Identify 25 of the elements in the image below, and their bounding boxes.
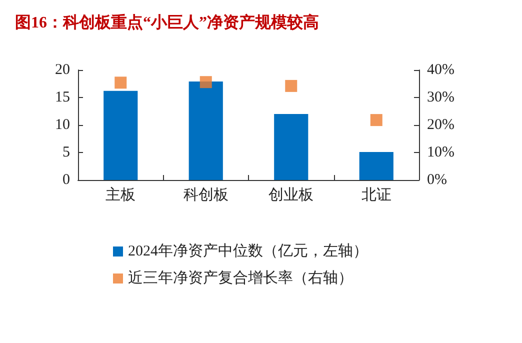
bar: [274, 114, 308, 180]
y2-tick-label: 20%: [427, 117, 454, 133]
y-tick-label: 0: [62, 172, 70, 188]
y-tick-label: 20: [55, 62, 70, 78]
chart-title: 图16：科创板重点“小巨人”净资产规模较高: [15, 12, 319, 32]
point: [200, 76, 212, 88]
x-tick-label: 主板: [106, 186, 136, 204]
point: [370, 114, 382, 126]
bar: [188, 82, 223, 180]
y-tick-label: 10: [55, 117, 70, 133]
bar: [104, 90, 138, 180]
legend-label: 2024年净资产中位数（亿元，左轴）: [128, 242, 368, 260]
y2-tick-label: 30%: [427, 90, 454, 106]
legend-label: 近三年净资产复合增长率（右轴）: [128, 270, 353, 286]
y2-tick-label: 40%: [427, 62, 454, 78]
y2-tick-label: 0%: [427, 172, 447, 188]
point: [285, 80, 298, 92]
point: [114, 76, 127, 89]
x-tick-label: 北证: [361, 186, 392, 204]
x-tick-label: 科创板: [183, 186, 228, 204]
y-tick-label: 15: [55, 90, 70, 106]
bar: [359, 152, 394, 180]
y2-tick-label: 10%: [427, 144, 454, 160]
y-tick-label: 5: [62, 144, 70, 160]
x-tick-label: 创业板: [268, 186, 314, 204]
